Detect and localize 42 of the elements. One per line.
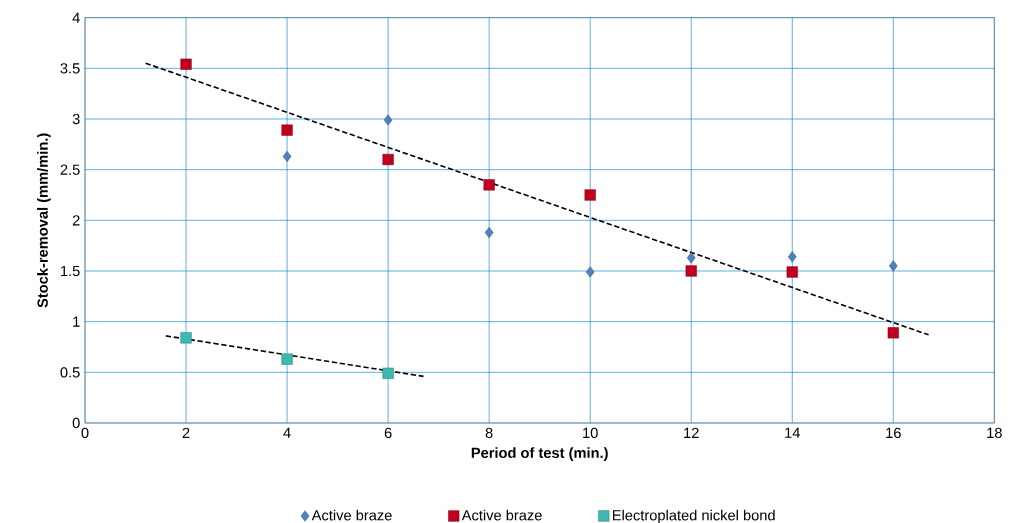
- x-tick-label: 2: [182, 427, 190, 438]
- x-axis-title: Period of test (min.): [471, 447, 608, 461]
- point: [585, 266, 595, 278]
- y-tick-label: 2.5: [60, 164, 80, 175]
- point: [281, 124, 293, 136]
- point: [483, 179, 495, 191]
- point: [685, 265, 697, 277]
- y-axis-title: Stock-removal (mm/min.): [37, 133, 51, 308]
- point: [484, 226, 494, 239]
- y-tick-label: 0: [72, 417, 80, 429]
- point: [786, 266, 798, 278]
- y-tick-label: 3: [72, 113, 80, 125]
- legend-label: Active braze: [311, 509, 392, 521]
- legend-label: Electroplated nickel bond: [612, 509, 775, 523]
- y-tick-label: 1.5: [61, 265, 80, 277]
- x-tick-label: 12: [684, 427, 699, 438]
- point: [382, 367, 394, 379]
- y-tick-label: 1: [73, 316, 80, 327]
- point: [382, 153, 394, 166]
- y-tick-label: 3.5: [60, 63, 80, 74]
- point: [787, 251, 797, 263]
- x-tick-label: 18: [987, 427, 1002, 439]
- y-tick-label: 2: [72, 215, 80, 226]
- point: [686, 252, 696, 264]
- point: [180, 58, 192, 70]
- point: [887, 327, 899, 339]
- point: [180, 332, 192, 344]
- x-tick-label: 10: [583, 427, 598, 439]
- x-tick-label: 0: [81, 427, 89, 439]
- x-tick-label: 4: [283, 427, 291, 438]
- point: [584, 189, 596, 201]
- point: [282, 150, 292, 163]
- point: [889, 260, 898, 272]
- x-tick-label: 8: [485, 427, 493, 439]
- y-tick-label: 0.5: [60, 367, 80, 378]
- point: [383, 114, 393, 126]
- x-tick-label: 16: [886, 427, 901, 439]
- point: [281, 353, 293, 365]
- x-tick-label: 6: [384, 427, 392, 439]
- x-tick-label: 14: [785, 427, 800, 438]
- legend-label: Active braze: [461, 509, 542, 521]
- y-tick-label: 4: [72, 12, 80, 23]
